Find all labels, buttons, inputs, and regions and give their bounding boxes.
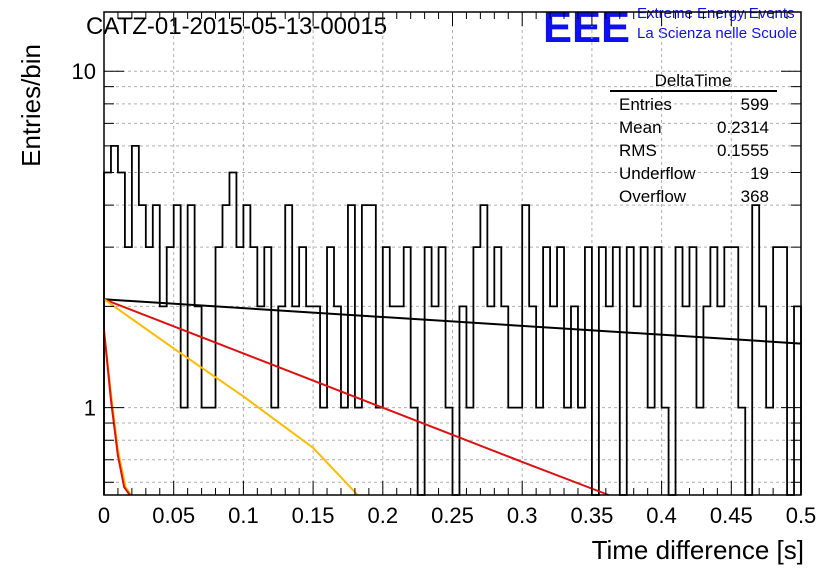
x-tick-label: 0.15 — [292, 503, 335, 528]
stats-label: Underflow — [619, 164, 696, 183]
x-tick-label: 0.1 — [228, 503, 259, 528]
fit-curve — [103, 329, 133, 496]
stats-value: 19 — [750, 164, 769, 183]
stats-value: 0.2314 — [717, 118, 769, 137]
stats-label: Mean — [619, 118, 662, 137]
fit-curve — [103, 298, 609, 496]
stats-value: 368 — [741, 187, 769, 206]
stats-title: DeltaTime — [655, 71, 732, 90]
eee-logo-mark: EEE — [543, 3, 630, 52]
x-tick-label: 0.25 — [431, 503, 474, 528]
y-tick-label: 10 — [72, 59, 96, 84]
x-tick-label: 0.3 — [507, 503, 538, 528]
x-tick-label: 0.4 — [646, 503, 677, 528]
fit-curve — [103, 330, 131, 496]
chart-title: CATZ-01-2015-05-13-00015 — [86, 13, 387, 40]
y-axis-label: Entries/bin — [16, 44, 46, 167]
x-tick-label: 0.5 — [786, 503, 817, 528]
x-axis-label: Time difference [s] — [592, 535, 804, 565]
fit-curve — [103, 298, 359, 496]
eee-logo-line2: La Scienza nelle Scuole — [637, 25, 797, 42]
stats-box: DeltaTime Entries 599 Mean 0.2314 RMS 0.… — [610, 71, 777, 206]
eee-logo-line1: Extreme Energy Events — [637, 5, 795, 22]
stats-label: Overflow — [619, 187, 687, 206]
fit-curve — [103, 298, 802, 345]
x-tick-label: 0 — [98, 503, 110, 528]
x-tick-label: 0.35 — [570, 503, 613, 528]
x-tick-label: 0.45 — [710, 503, 753, 528]
x-tick-label: 0.05 — [152, 503, 195, 528]
axes-layer: 0 0.05 0.1 0.15 0.2 0.25 0.3 0.35 0.4 0.45 0.5 1 10 — [72, 11, 817, 528]
stats-value: 599 — [741, 95, 769, 114]
stats-value: 0.1555 — [717, 141, 769, 160]
eee-logo: EEE Extreme Energy Events La Scienza nel… — [543, 3, 797, 52]
x-tick-label: 0.2 — [368, 503, 399, 528]
y-tick-label: 1 — [84, 396, 96, 421]
stats-label: RMS — [619, 141, 657, 160]
stats-label: Entries — [619, 95, 672, 114]
fit-curves-layer — [103, 298, 802, 496]
